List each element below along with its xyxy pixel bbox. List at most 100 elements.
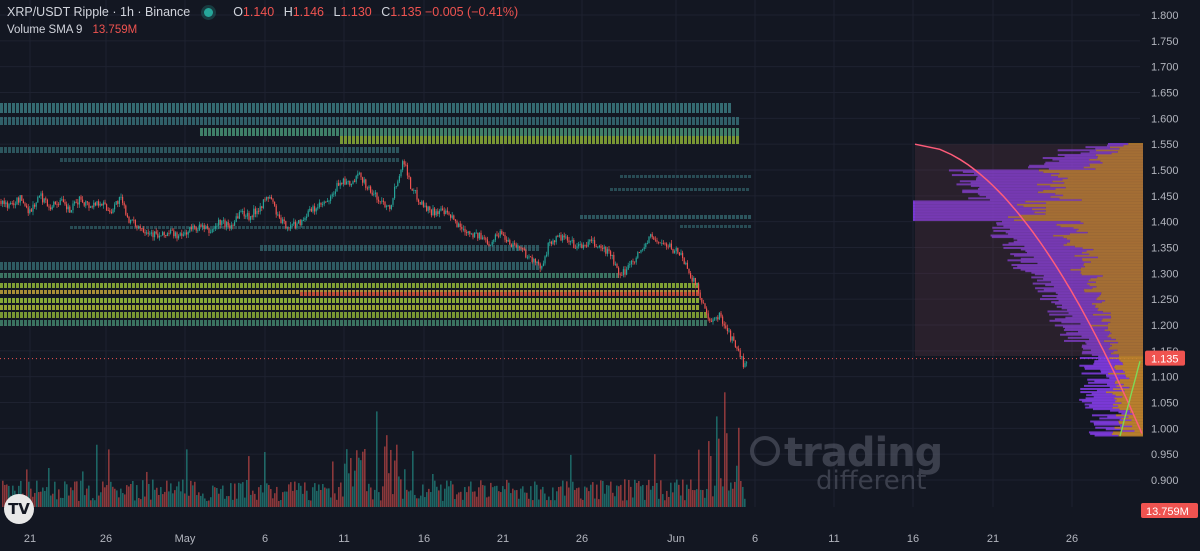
profile-bar-purple <box>1106 144 1124 147</box>
liquidity-cell <box>284 320 287 326</box>
volume-bar <box>226 496 228 507</box>
liquidity-cell <box>112 305 115 310</box>
profile-bar-purple <box>973 172 1060 175</box>
liquidity-cell <box>148 117 151 125</box>
liquidity-cell <box>380 320 383 326</box>
volume-legend[interactable]: Volume SMA 9 13.759M <box>7 24 137 36</box>
liquidity-cell <box>362 226 365 229</box>
profile-bar-purple <box>1051 281 1096 284</box>
liquidity-cell <box>336 292 339 296</box>
profile-area <box>915 144 1143 356</box>
profile-bar-orange <box>1023 205 1143 208</box>
liquidity-cell <box>396 117 399 125</box>
candle-body <box>240 211 242 213</box>
liquidity-cell <box>500 273 503 278</box>
liquidity-cell <box>640 298 643 303</box>
liquidity-cell <box>600 283 603 288</box>
liquidity-cell <box>544 117 547 125</box>
volume-bar <box>622 500 624 507</box>
candle-body <box>232 225 234 226</box>
liquidity-cell <box>448 283 451 288</box>
liquidity-cell <box>724 103 727 113</box>
profile-bar-orange <box>1110 352 1143 355</box>
liquidity-cell <box>436 245 439 251</box>
liquidity-cell <box>596 103 599 113</box>
liquidity-cell <box>464 245 467 251</box>
liquidity-cell <box>572 283 575 288</box>
candle-body <box>510 244 512 247</box>
candle-body <box>736 347 738 349</box>
liquidity-cell <box>626 188 629 191</box>
liquidity-cell <box>120 290 123 294</box>
liquidity-cell <box>408 245 411 251</box>
liquidity-cell <box>528 312 531 318</box>
profile-bar-purple <box>913 209 1046 212</box>
liquidity-cell <box>92 298 95 303</box>
candle-body <box>213 228 215 230</box>
liquidity-cell <box>388 117 391 125</box>
liquidity-cell <box>508 273 511 278</box>
liquidity-cell <box>636 312 639 318</box>
liquidity-cell <box>200 283 203 288</box>
liquidity-cell <box>76 117 79 125</box>
candle-body <box>392 198 394 205</box>
candle-body <box>304 218 306 221</box>
volume-bar <box>62 497 64 507</box>
profile-bar-purple <box>1048 167 1096 170</box>
liquidity-cell <box>452 136 455 144</box>
profile-bar-purple <box>1094 360 1121 363</box>
volume-bar <box>126 485 128 507</box>
liquidity-cell <box>484 312 487 318</box>
liquidity-cell <box>468 305 471 310</box>
liquidity-cell <box>200 320 203 326</box>
profile-bar-orange <box>1117 349 1143 352</box>
liquidity-cell <box>248 103 251 113</box>
volume-bar <box>504 489 506 507</box>
liquidity-cell <box>624 175 627 178</box>
tradingview-logo-icon[interactable]: TV <box>4 494 34 524</box>
liquidity-cell <box>508 312 511 318</box>
candle-body <box>408 175 410 178</box>
liquidity-cell <box>352 312 355 318</box>
liquidity-cell <box>388 292 391 296</box>
volume-bar <box>374 489 376 507</box>
liquidity-cell <box>68 262 71 270</box>
liquidity-cell <box>644 312 647 318</box>
liquidity-cell <box>36 290 39 294</box>
liquidity-cell <box>246 226 249 229</box>
liquidity-cell <box>364 136 367 144</box>
liquidity-cell <box>472 312 475 318</box>
profile-bar-orange <box>1016 203 1143 206</box>
candle-body <box>518 246 520 248</box>
candle-body <box>29 209 31 214</box>
liquidity-cell <box>260 103 263 113</box>
liquidity-cell <box>196 117 199 125</box>
volume-bar <box>382 486 384 507</box>
profile-bar-orange <box>1121 417 1143 420</box>
liquidity-cell <box>276 298 279 303</box>
volume-bar <box>672 492 674 507</box>
liquidity-cell <box>124 158 127 162</box>
liquidity-cell <box>488 305 491 310</box>
liquidity-cell <box>176 117 179 125</box>
liquidity-cell <box>496 283 499 288</box>
liquidity-cell <box>8 290 11 294</box>
liquidity-cell <box>288 312 291 318</box>
candle-body <box>210 232 212 234</box>
volume-bar <box>640 486 642 507</box>
liquidity-cell <box>632 117 635 125</box>
candle-body <box>171 229 173 231</box>
symbol-title[interactable]: XRP/USDT Ripple · 1h · Binance <box>7 5 191 19</box>
profile-bar-purple <box>989 198 1082 201</box>
liquidity-cell <box>504 117 507 125</box>
liquidity-cell <box>592 103 595 113</box>
candle-body <box>627 265 629 270</box>
candle-body <box>722 316 724 324</box>
volume-bar <box>444 488 446 507</box>
liquidity-cell <box>576 312 579 318</box>
candle-body <box>558 235 560 237</box>
volume-bar <box>460 491 462 507</box>
liquidity-cell <box>400 298 403 303</box>
liquidity-cell <box>724 117 727 125</box>
